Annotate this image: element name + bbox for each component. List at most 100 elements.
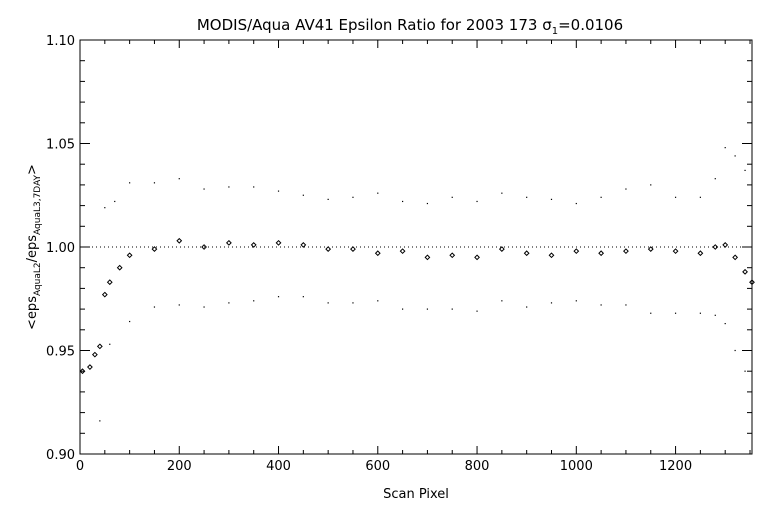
data-point <box>129 182 131 184</box>
data-point <box>650 312 652 314</box>
data-point <box>151 246 158 252</box>
chart-title-sigma-subscript: 1 <box>552 26 558 37</box>
data-point <box>498 246 505 252</box>
data-point <box>178 178 180 180</box>
data-point <box>399 248 406 255</box>
data-point <box>734 155 736 157</box>
data-point <box>722 242 729 248</box>
data-point <box>129 320 131 323</box>
data-point <box>178 304 180 306</box>
data-point <box>550 302 553 304</box>
data-point <box>714 314 716 316</box>
data-point <box>699 196 701 198</box>
data-point <box>401 308 404 310</box>
data-point <box>575 202 577 205</box>
data-point <box>201 244 207 250</box>
data-point <box>106 279 113 286</box>
data-point <box>377 192 379 194</box>
data-point <box>101 291 108 298</box>
x-tick-label: 800 <box>465 459 490 474</box>
data-point <box>374 250 381 257</box>
data-point <box>79 368 86 375</box>
data-point <box>426 308 429 310</box>
data-point <box>352 196 354 198</box>
y-axis-title: <epsAquaL2/epsAquaL3,7DAY> <box>25 164 43 330</box>
series-0 <box>79 237 755 375</box>
data-point <box>744 370 746 372</box>
y-axis: 0.90 0.95 1.00 1.05 1.10 <box>46 34 752 463</box>
data-series <box>79 147 755 422</box>
chart-title-sigma: σ <box>542 16 552 34</box>
data-point <box>114 200 116 203</box>
data-point <box>501 300 503 302</box>
data-point <box>474 254 480 261</box>
data-point <box>302 194 304 196</box>
data-point <box>250 242 257 248</box>
data-point <box>87 364 93 370</box>
data-point <box>302 296 304 298</box>
series-1 <box>104 147 746 209</box>
data-point <box>104 207 106 209</box>
data-point <box>501 192 503 194</box>
data-point <box>228 186 230 188</box>
data-point <box>277 190 280 192</box>
data-point <box>109 343 111 345</box>
data-point <box>325 246 332 252</box>
data-point <box>600 304 602 306</box>
chart-title-suffix: =0.0106 <box>558 16 623 34</box>
data-point <box>327 302 329 304</box>
data-point <box>426 202 429 205</box>
data-point <box>734 349 736 352</box>
data-point <box>401 200 404 203</box>
data-point <box>575 300 577 302</box>
data-point <box>153 182 156 184</box>
data-point <box>712 244 719 250</box>
data-point <box>674 312 677 314</box>
y-axis-title-sub2: AquaL3,7DAY <box>33 174 43 234</box>
y-axis-title-mid: /eps <box>25 235 40 263</box>
x-tick-label: 600 <box>365 459 390 474</box>
data-point <box>126 252 133 259</box>
data-point <box>697 250 704 257</box>
data-point <box>724 322 726 325</box>
x-tick-label: 0 <box>76 459 84 474</box>
data-point <box>377 300 379 302</box>
data-point <box>526 306 528 308</box>
data-point <box>724 147 726 149</box>
data-point <box>742 268 748 275</box>
y-tick-label: 1.05 <box>46 138 75 153</box>
data-point <box>449 252 456 259</box>
data-point <box>228 302 230 304</box>
y-tick-label: 1.00 <box>46 241 75 256</box>
data-point <box>153 306 156 308</box>
data-point <box>523 250 530 257</box>
x-axis: 0 200 400 600 800 1000 1200 <box>76 40 751 474</box>
data-point <box>451 196 453 198</box>
x-tick-label: 1000 <box>560 459 593 474</box>
data-point <box>674 196 677 198</box>
data-point <box>300 242 307 248</box>
data-point <box>352 302 354 304</box>
data-point <box>749 279 755 286</box>
chart-title-prefix: MODIS/Aqua AV41 Epsilon Ratio for 2003 1… <box>197 16 542 34</box>
data-point <box>327 198 329 200</box>
y-axis-title-sub1: AquaL2 <box>33 262 43 296</box>
data-point <box>714 178 716 180</box>
data-point <box>573 248 580 255</box>
data-point <box>91 351 98 358</box>
data-point <box>625 188 627 190</box>
data-point <box>623 248 629 255</box>
data-point <box>176 237 183 244</box>
x-axis-title: Scan Pixel <box>383 487 449 502</box>
data-point <box>476 310 478 312</box>
data-point <box>672 248 679 255</box>
data-point <box>699 312 701 314</box>
y-tick-label: 1.10 <box>46 34 75 49</box>
data-point <box>99 420 101 422</box>
x-tick-label: 1200 <box>659 459 692 474</box>
data-point <box>526 196 528 198</box>
data-point <box>625 304 627 306</box>
data-point <box>598 250 605 257</box>
data-point <box>744 169 746 172</box>
